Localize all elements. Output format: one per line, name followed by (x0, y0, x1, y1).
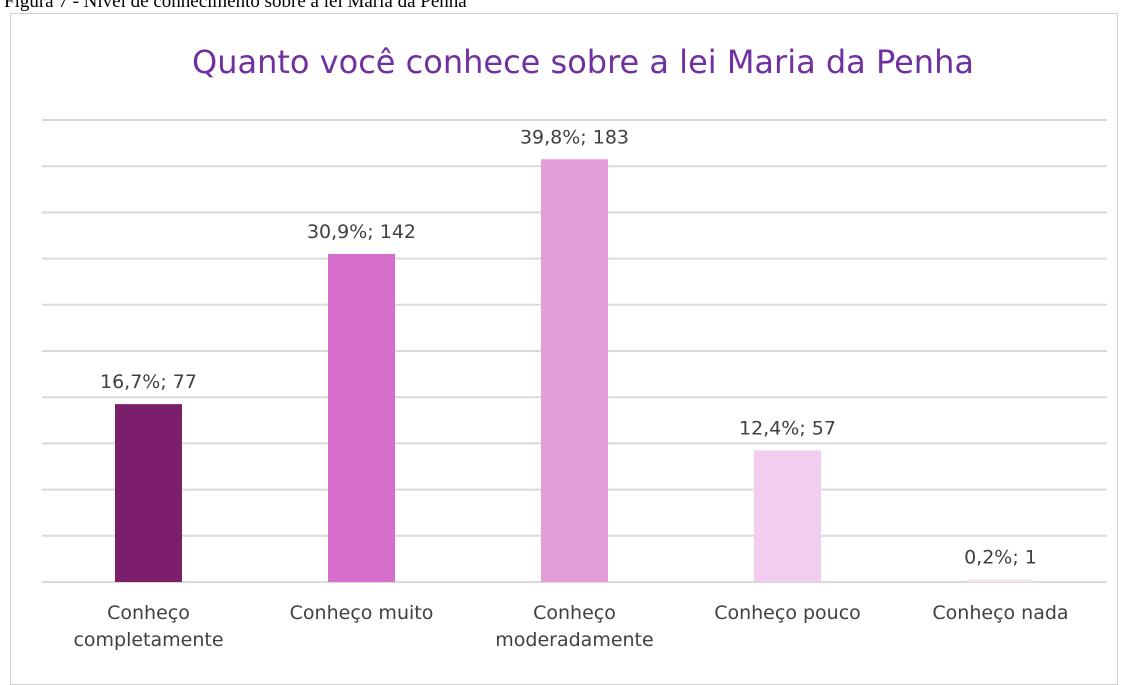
x-tick-label: Conheço pouco (714, 602, 861, 624)
chart-title: Quanto você conhece sobre a lei Maria da… (192, 43, 974, 81)
data-label: 16,7%; 77 (100, 371, 197, 393)
data-label: 39,8%; 183 (520, 126, 629, 148)
data-label: 30,9%; 142 (307, 221, 416, 243)
x-tick-label: Conheço muito (289, 602, 434, 624)
bar (967, 579, 1034, 582)
x-tick-label: Conheço nada (932, 602, 1069, 624)
x-tick-label: Conheço completamente (73, 602, 224, 651)
bar (541, 159, 608, 582)
bar (328, 253, 395, 583)
x-tick-label: Conheço moderadamente (495, 602, 654, 651)
bar (754, 450, 821, 582)
bar (115, 404, 182, 582)
figure-caption: Figura 7 - Nível de conhecimento sobre a… (4, 0, 467, 12)
data-label: 0,2%; 1 (964, 547, 1037, 569)
data-label: 12,4%; 57 (739, 417, 836, 439)
